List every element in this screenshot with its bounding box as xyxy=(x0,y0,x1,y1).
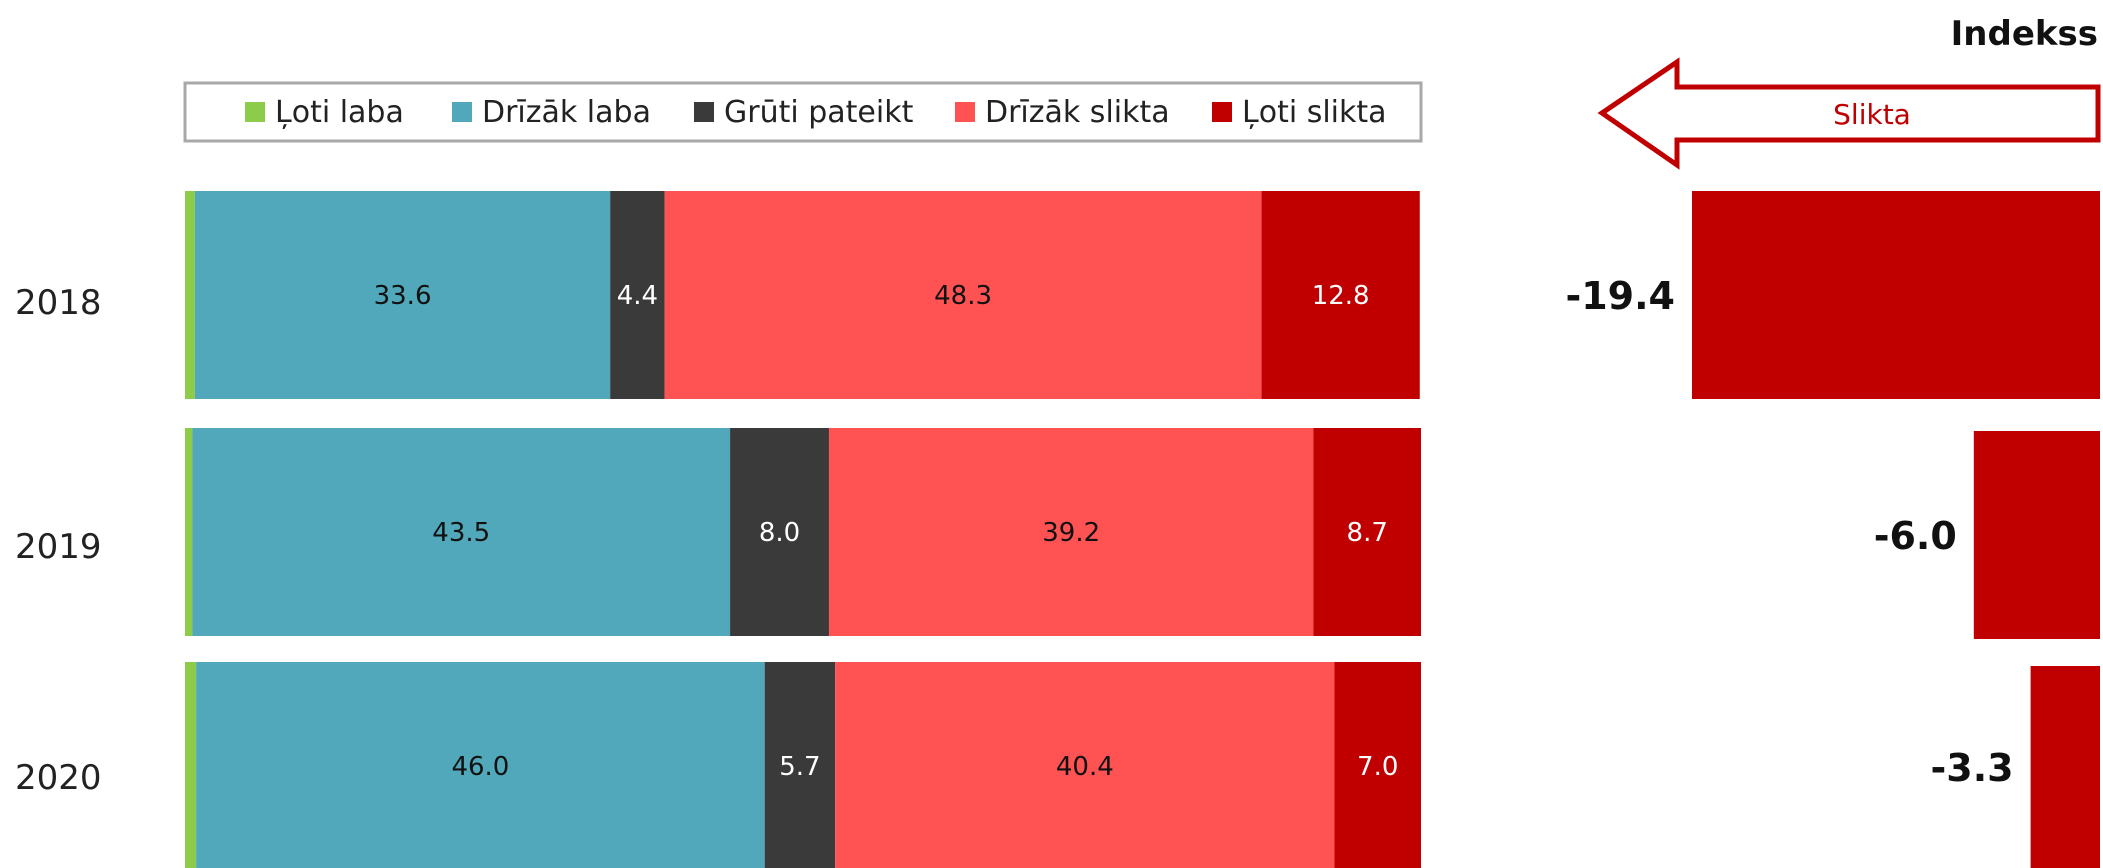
index-bar xyxy=(1692,191,2100,399)
year-label: 2018 xyxy=(15,283,102,323)
index-bar xyxy=(1973,431,2100,639)
data-label: 7.0 xyxy=(1357,752,1398,782)
index-bars: -19.4 -6.0 -3.3 xyxy=(1565,191,2100,868)
data-label: 4.4 xyxy=(617,281,658,311)
bar-segment xyxy=(192,428,731,636)
data-label: 5.7 xyxy=(779,752,820,782)
bar-segment xyxy=(610,191,665,399)
bar-segment xyxy=(185,428,193,636)
legend-label: Ļoti slikta xyxy=(1242,95,1387,130)
index-title: Indekss xyxy=(1951,14,2098,54)
bar-segment xyxy=(196,662,765,868)
bar-segment xyxy=(730,428,829,636)
bar-segment xyxy=(664,191,1262,399)
legend-label: Grūti pateikt xyxy=(724,95,914,130)
index-value-label: -3.3 xyxy=(1931,746,2014,790)
legend-label: Ļoti laba xyxy=(275,95,404,130)
bar-segment xyxy=(1334,662,1421,868)
data-label: 33.6 xyxy=(374,281,432,311)
data-label: 39.2 xyxy=(1042,518,1100,548)
bar-segment xyxy=(185,191,195,399)
data-label: 8.0 xyxy=(759,518,800,548)
legend-items: Ļoti laba Drīzāk laba Grūti pateikt Drīzāk … xyxy=(245,95,1387,130)
bad-direction-arrow: Slikta xyxy=(1597,57,2101,170)
bar-segment xyxy=(194,191,611,399)
legend-swatch xyxy=(694,102,714,122)
year-label: 2019 xyxy=(15,527,102,567)
legend-label: Drīzāk laba xyxy=(482,95,651,130)
arrow-label: Slikta xyxy=(1833,98,1911,131)
legend-swatch xyxy=(452,102,472,122)
year-label: 2020 xyxy=(15,758,102,798)
legend-label: Drīzāk slikta xyxy=(985,95,1170,130)
legend: Ļoti laba Drīzāk laba Grūti pateikt Drīzāk … xyxy=(183,81,1423,143)
index-value-label: -6.0 xyxy=(1874,514,1957,558)
arrow-left-icon xyxy=(1597,57,2101,170)
bar-segment xyxy=(1261,191,1420,399)
bar-segment xyxy=(185,662,197,868)
bar-segment xyxy=(764,662,836,868)
bar-rows: 20180.833.64.448.312.820190.643.58.039.2… xyxy=(15,191,1421,868)
index-bar xyxy=(2030,666,2100,868)
data-label: 43.5 xyxy=(432,518,490,548)
bar-segment xyxy=(835,662,1335,868)
data-label: 46.0 xyxy=(451,752,509,782)
data-label: 48.3 xyxy=(934,281,992,311)
bar-segment xyxy=(1313,428,1421,636)
data-label: 8.7 xyxy=(1347,518,1388,548)
bar-segment xyxy=(828,428,1314,636)
index-value-label: -19.4 xyxy=(1565,274,1675,318)
data-label: 12.8 xyxy=(1312,281,1370,311)
data-label: 40.4 xyxy=(1056,752,1114,782)
legend-swatch xyxy=(955,102,975,122)
legend-swatch xyxy=(1212,102,1232,122)
legend-swatch xyxy=(245,102,265,122)
